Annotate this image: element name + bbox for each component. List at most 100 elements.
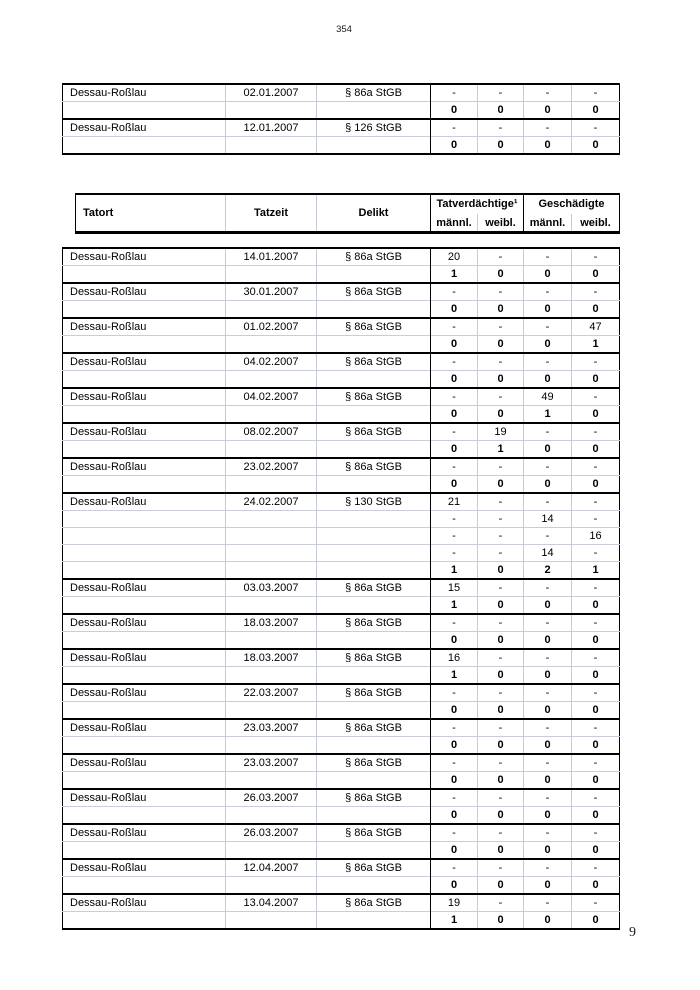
delikt-cell <box>316 771 431 789</box>
offense-row: Dessau-Roßlau 23.02.2007 § 86a StGB - - - - <box>62 457 620 476</box>
g-maennl-cell-total: 0 <box>523 911 572 929</box>
tatzeit-cell <box>225 101 317 119</box>
g-maennl-cell: - <box>523 893 572 912</box>
delikt-cell: § 86a StGB <box>316 317 431 336</box>
tatzeit-cell <box>225 771 317 789</box>
tv-maennl-cell-total: 1 <box>430 265 478 283</box>
tatzeit-cell <box>225 631 317 649</box>
delikt-cell <box>316 300 431 318</box>
tv-weibl-cell-total: 0 <box>477 475 524 493</box>
tv-maennl-cell-total: 0 <box>430 736 478 754</box>
tv-maennl-cell-total: 0 <box>430 136 478 154</box>
tatzeit-cell: 04.02.2007 <box>225 387 317 406</box>
g-weibl-cell-total: 1 <box>571 561 620 579</box>
column-header-table: Tatort Tatzeit Delikt Tatverdächtige¹ Ge… <box>75 193 620 234</box>
tv-weibl-cell-total: 0 <box>477 405 524 423</box>
g-weibl-cell: - <box>571 282 620 301</box>
delikt-cell: § 86a StGB <box>316 248 431 266</box>
g-weibl-cell: - <box>571 613 620 632</box>
delikt-cell: § 86a StGB <box>316 422 431 441</box>
delikt-cell: § 86a StGB <box>316 788 431 807</box>
offense-block: Dessau-Roßlau 13.04.2007 § 86a StGB 19- - -1 0… <box>62 893 620 929</box>
offense-row: Dessau-Roßlau 01.02.2007 § 86a StGB - - -47 <box>62 317 620 336</box>
tatzeit-cell: 26.03.2007 <box>225 788 317 807</box>
tv-maennl-cell: 21 <box>430 492 478 511</box>
g-maennl-cell: - <box>523 317 572 336</box>
delikt-cell: § 86a StGB <box>316 823 431 842</box>
g-weibl-cell-total: 0 <box>571 596 620 614</box>
g-maennl-cell: 14 <box>523 510 572 528</box>
tv-maennl-cell: - <box>430 352 478 371</box>
g-maennl-cell-total: 0 <box>523 806 572 824</box>
delikt-cell: § 86a StGB <box>316 84 431 102</box>
tatort-cell <box>62 631 226 649</box>
delikt-cell <box>316 841 431 859</box>
tv-maennl-cell: - <box>430 823 478 842</box>
tv-weibl-cell-total: 0 <box>477 666 524 684</box>
g-maennl-cell: - <box>523 578 572 597</box>
tv-weibl-cell-total: 1 <box>477 440 524 458</box>
col-header-tatort: Tatort <box>83 206 114 219</box>
tatort-cell <box>62 596 226 614</box>
tv-maennl-cell-total: 1 <box>430 911 478 929</box>
g-maennl-cell-total: 0 <box>523 265 572 283</box>
g-maennl-cell: - <box>523 613 572 632</box>
offense-row: Dessau-Roßlau 23.03.2007 § 86a StGB - - - - <box>62 753 620 772</box>
tv-weibl-cell: - <box>477 510 524 528</box>
offense-block: Dessau-Roßlau 02.01.2007 § 86a StGB - - - -0 0 0… <box>62 84 620 119</box>
tv-weibl-cell-total: 0 <box>477 631 524 649</box>
g-maennl-cell-total: 0 <box>523 136 572 154</box>
tv-weibl-cell: - <box>477 648 524 667</box>
g-weibl-cell: - <box>571 753 620 772</box>
g-maennl-cell: - <box>523 248 572 266</box>
delikt-cell <box>316 544 431 562</box>
g-weibl-cell-total: 0 <box>571 631 620 649</box>
g-maennl-cell: - <box>523 282 572 301</box>
tatzeit-cell <box>225 544 317 562</box>
g-weibl-cell: - <box>571 648 620 667</box>
tv-maennl-cell-total: 0 <box>430 370 478 388</box>
delikt-cell <box>316 370 431 388</box>
tatort-cell <box>62 440 226 458</box>
g-weibl-cell: - <box>571 352 620 371</box>
tv-maennl-cell: 15 <box>430 578 478 597</box>
g-maennl-cell-total: 0 <box>523 876 572 894</box>
delikt-cell: § 86a StGB <box>316 683 431 702</box>
g-maennl-cell: - <box>523 648 572 667</box>
offense-block: Dessau-Roßlau 23.03.2007 § 86a StGB - - - -0 0 0… <box>62 753 620 789</box>
g-weibl-cell: - <box>571 893 620 912</box>
delikt-cell: § 86a StGB <box>316 352 431 371</box>
tv-maennl-cell-total: 0 <box>430 475 478 493</box>
col-header-g-maennl: männl. <box>523 214 572 233</box>
delikt-cell <box>316 666 431 684</box>
delikt-cell <box>316 440 431 458</box>
tv-maennl-cell-total: 0 <box>430 440 478 458</box>
tv-maennl-cell-total: 0 <box>430 841 478 859</box>
tv-maennl-cell: 16 <box>430 648 478 667</box>
tatort-cell: Dessau-Roßlau <box>62 683 226 702</box>
tv-maennl-cell-total: 0 <box>430 300 478 318</box>
g-weibl-cell: - <box>571 858 620 877</box>
tv-weibl-cell: - <box>477 858 524 877</box>
offense-block: Dessau-Roßlau 04.02.2007 § 86a StGB - - - -0 0 0… <box>62 352 620 388</box>
tatort-cell <box>62 666 226 684</box>
tatzeit-cell <box>225 806 317 824</box>
tatzeit-cell: 23.03.2007 <box>225 753 317 772</box>
tatzeit-cell: 03.03.2007 <box>225 578 317 597</box>
page-header-number: 354 <box>336 24 352 35</box>
offense-continuation-row: - -14- <box>62 510 620 528</box>
delikt-cell: § 86a StGB <box>316 753 431 772</box>
delikt-cell <box>316 631 431 649</box>
tatort-cell <box>62 841 226 859</box>
offense-block: Dessau-Roßlau 23.02.2007 § 86a StGB - - - -0 0 0… <box>62 457 620 493</box>
delikt-cell: § 86a StGB <box>316 282 431 301</box>
offense-row: Dessau-Roßlau 02.01.2007 § 86a StGB - - - - <box>63 84 620 102</box>
tatzeit-cell <box>225 701 317 719</box>
tv-weibl-cell: - <box>477 788 524 807</box>
g-maennl-cell: 49 <box>523 387 572 406</box>
delikt-cell <box>316 736 431 754</box>
